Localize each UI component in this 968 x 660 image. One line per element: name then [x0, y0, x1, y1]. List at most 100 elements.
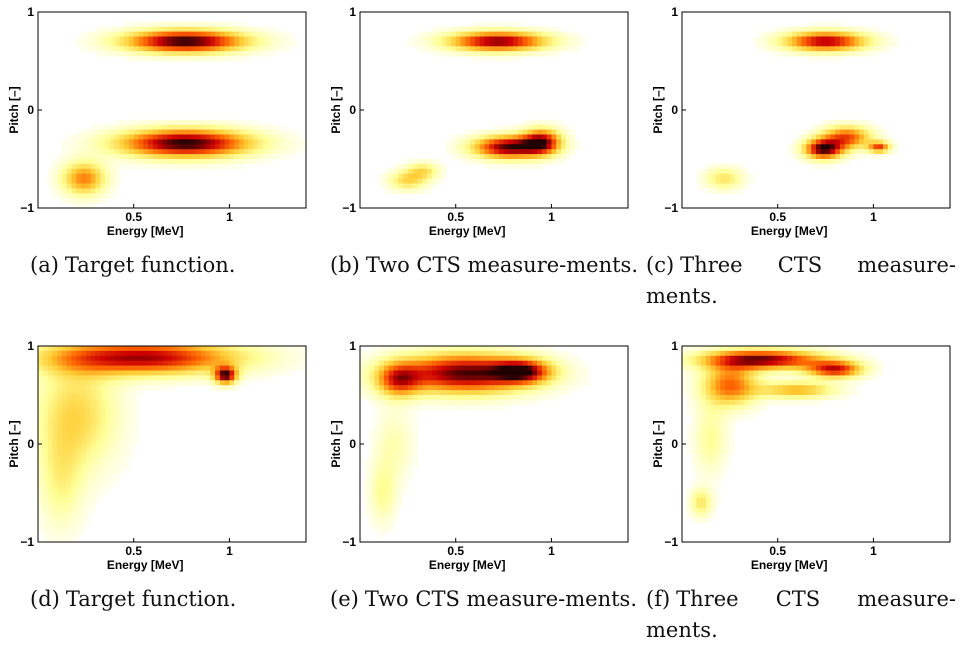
heatmap-cell: [52, 493, 58, 499]
heatmap-cell: [532, 144, 538, 150]
heatmap-cell: [66, 149, 72, 155]
heatmap-cell: [749, 375, 755, 381]
heatmap-cell: [484, 385, 490, 391]
heatmap-cell: [374, 409, 380, 415]
heatmap-cell: [133, 360, 139, 366]
heatmap-cell: [248, 159, 254, 165]
heatmap-cell: [383, 517, 390, 523]
heatmap-cell: [205, 365, 211, 371]
heatmap-cell: [205, 350, 211, 357]
heatmap-cell: [162, 51, 168, 57]
heatmap-cell: [143, 163, 149, 170]
heatmap-cell: [715, 399, 721, 406]
heatmap-cell: [725, 163, 731, 170]
heatmap-cell: [71, 178, 77, 184]
heatmap-cell: [176, 149, 182, 155]
heatmap-cell: [81, 183, 87, 189]
heatmap-cell: [758, 350, 764, 357]
heatmap-cell: [503, 41, 509, 47]
heatmap-cell: [38, 404, 44, 411]
heatmap-cell: [859, 139, 865, 145]
heatmap-cell: [85, 453, 92, 460]
heatmap-cell: [551, 31, 557, 37]
heatmap-cell: [868, 355, 874, 362]
heatmap-cell: [176, 124, 182, 130]
heatmap-cell: [825, 31, 831, 37]
heatmap-cell: [436, 399, 442, 406]
heatmap-cell: [90, 439, 96, 445]
heatmap-cell: [522, 365, 528, 371]
heatmap-cell: [272, 370, 278, 376]
heatmap-cell: [66, 385, 72, 391]
y-tick-label: 1: [349, 5, 356, 19]
heatmap-cell: [258, 26, 264, 32]
heatmap-cell: [479, 56, 485, 62]
heatmap-cell: [527, 154, 533, 160]
heatmap-cell: [296, 134, 302, 140]
heatmap-cell: [403, 163, 409, 170]
heatmap-cell: [42, 404, 48, 411]
heatmap-cell: [52, 346, 58, 352]
heatmap-cell: [407, 414, 414, 420]
heatmap-cell: [436, 395, 442, 401]
heatmap-cell: [691, 444, 697, 450]
heatmap-cell: [374, 488, 380, 494]
heatmap-cell: [436, 36, 442, 42]
heatmap-cell: [109, 154, 115, 160]
heatmap-cell: [76, 468, 82, 474]
heatmap-cell: [383, 424, 390, 430]
heatmap-cell: [503, 129, 509, 135]
heatmap-cell: [379, 448, 385, 455]
heatmap-cell: [95, 178, 101, 184]
heatmap-cell: [398, 502, 404, 509]
heatmap-cell: [191, 154, 197, 160]
heatmap-cell: [878, 46, 884, 52]
heatmap-cell: [239, 56, 245, 62]
heatmap-cell: [393, 188, 399, 194]
heatmap-cell: [383, 414, 390, 420]
heatmap-cell: [205, 36, 211, 42]
heatmap-cell: [412, 41, 418, 47]
heatmap-cell: [42, 434, 48, 440]
heatmap-cell: [277, 46, 283, 52]
heatmap-cell: [369, 488, 375, 494]
heatmap-cell: [705, 478, 712, 484]
heatmap-cell: [157, 139, 163, 145]
heatmap-cell: [364, 458, 370, 464]
heatmap-cell: [691, 365, 697, 371]
heatmap-cell: [61, 429, 68, 435]
heatmap-cell: [498, 144, 504, 150]
heatmap-cell: [816, 365, 822, 371]
heatmap-cell: [859, 134, 865, 140]
heatmap-cell: [393, 453, 399, 460]
heatmap-cell: [219, 355, 226, 362]
heatmap-cell: [541, 159, 548, 165]
heatmap-cell: [489, 365, 495, 371]
heatmap-cell: [172, 385, 178, 391]
heatmap-cell: [119, 129, 125, 135]
heatmap-cell: [503, 26, 509, 32]
heatmap-cell: [215, 46, 221, 52]
heatmap-cell: [239, 21, 245, 28]
heatmap-cell: [119, 46, 125, 52]
heatmap-cell: [820, 46, 826, 52]
heatmap-cell: [470, 56, 476, 62]
heatmap-cell: [450, 375, 457, 381]
heatmap-cell: [763, 31, 769, 37]
heatmap-cell: [234, 26, 240, 32]
heatmap-cell: [52, 355, 58, 362]
heatmap-cell: [422, 350, 428, 357]
heatmap-cell: [109, 370, 115, 376]
heatmap-cell: [374, 370, 380, 376]
heatmap-cell: [119, 360, 125, 366]
heatmap-cell: [210, 119, 216, 126]
heatmap-cell: [441, 375, 447, 381]
heatmap-cell: [801, 31, 807, 37]
heatmap-cell: [76, 478, 82, 484]
heatmap-cell: [383, 512, 390, 518]
heatmap-cell: [854, 375, 860, 381]
heatmap-cell: [801, 399, 807, 406]
heatmap-cell: [806, 144, 812, 150]
heatmap-cell: [844, 31, 850, 37]
heatmap-cell: [195, 350, 202, 357]
